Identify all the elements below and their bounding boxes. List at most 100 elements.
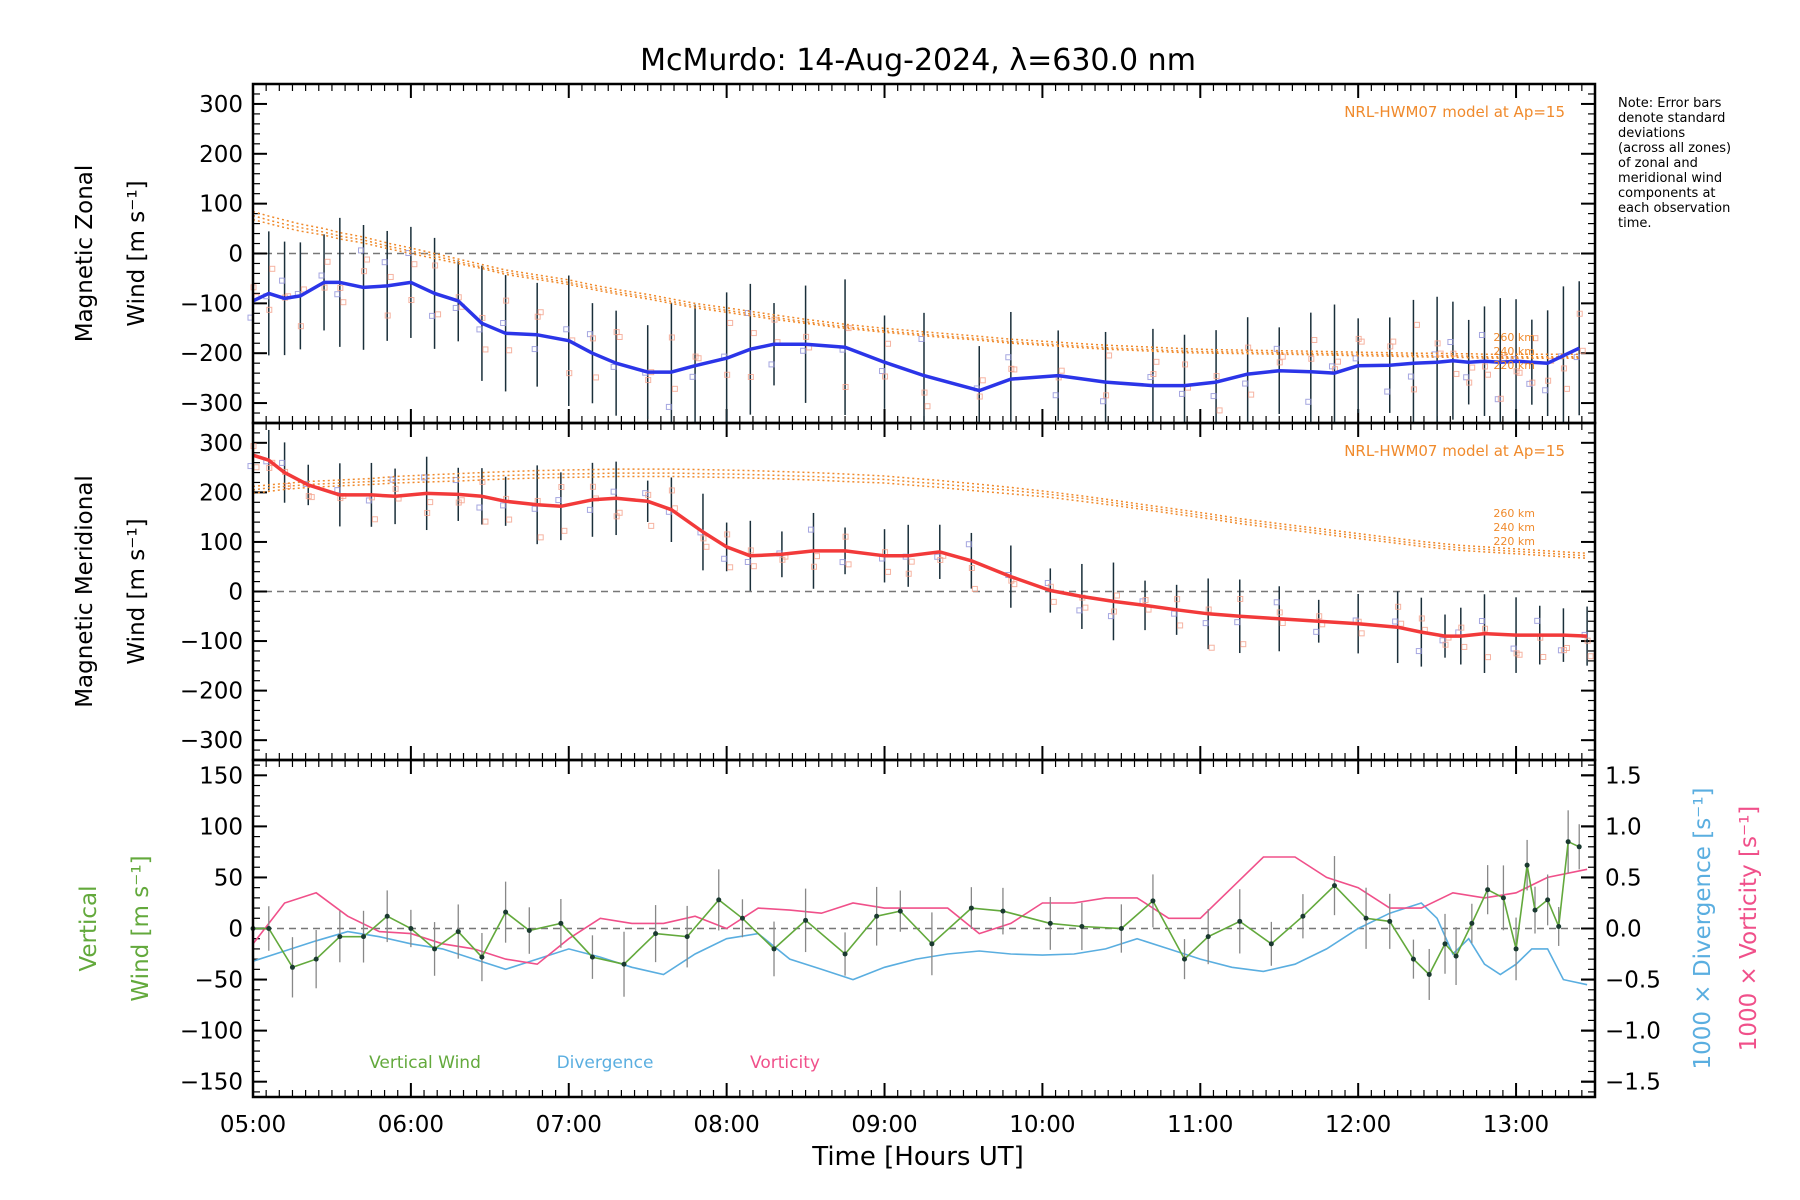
zone-sample-marker — [1437, 350, 1444, 357]
zone-sample-marker — [563, 326, 570, 333]
zone-sample-marker — [1540, 653, 1547, 660]
zone-sample-marker — [971, 585, 978, 592]
meridional-wind-line — [252, 453, 1588, 638]
zone-sample-marker — [1481, 363, 1488, 370]
vertical-wind-point — [1363, 915, 1369, 921]
y2-tick-label: 0.5 — [1605, 865, 1642, 891]
y-tick-label: −200 — [180, 679, 243, 705]
zone-sample-marker — [503, 297, 510, 304]
x-tick-label: 10:00 — [1009, 1112, 1075, 1138]
zone-sample-marker — [1469, 364, 1476, 371]
zone-sample-marker — [1478, 618, 1485, 625]
zone-sample-marker — [1545, 377, 1552, 384]
vertical-wind-point — [929, 941, 935, 947]
zone-sample-marker — [1208, 644, 1215, 651]
zone-sample-marker — [1305, 398, 1312, 405]
zone-sample-marker — [1461, 643, 1468, 650]
zone-sample-marker — [703, 543, 710, 550]
zone-sample-marker — [1542, 387, 1549, 394]
zone-sample-marker — [1216, 407, 1223, 414]
vertical-wind-line — [253, 840, 1580, 976]
zone-sample-marker — [845, 561, 852, 568]
vertical-wind-point — [479, 954, 485, 960]
model-line — [252, 218, 1580, 359]
vertical-wind-point — [589, 954, 595, 960]
zone-sample-marker — [1005, 354, 1012, 361]
legend-item: Vertical Wind — [369, 1053, 481, 1073]
model-altitude-label: 220 km — [1493, 359, 1535, 372]
zone-sample-marker — [1316, 613, 1323, 620]
y-tick-label: −300 — [180, 728, 243, 754]
vertical-wind-point — [1453, 953, 1459, 959]
y-tick-label: −150 — [180, 1070, 243, 1096]
zone-sample-marker — [371, 516, 378, 523]
x-tick-label: 12:00 — [1325, 1112, 1391, 1138]
zone-sample-marker — [337, 284, 344, 291]
zone-sample-marker — [1587, 653, 1594, 660]
vertical-wind-point — [968, 905, 974, 911]
zone-sample-marker — [807, 526, 814, 533]
zone-sample-marker — [452, 477, 459, 484]
vertical-wind-point — [803, 917, 809, 923]
zone-sample-marker — [1106, 352, 1113, 359]
vertical-wind-point — [1300, 913, 1306, 919]
y-tick-label: 100 — [199, 192, 243, 218]
zone-sample-marker — [1563, 385, 1570, 392]
vorticity-line — [252, 856, 1588, 966]
zone-sample-marker — [1584, 637, 1591, 644]
zone-sample-marker — [1415, 648, 1422, 655]
y-tick-label: 0 — [228, 917, 243, 943]
zone-sample-marker — [1210, 393, 1217, 400]
zone-sample-marker — [1011, 581, 1018, 588]
y2-tick-label: 0.0 — [1605, 917, 1642, 943]
zone-sample-marker — [1082, 604, 1089, 611]
zone-sample-marker — [1205, 606, 1212, 613]
panel-meridional: 300 200 100 0 −100 −200 −300 Magnetic Meridiona… — [72, 421, 1597, 762]
y-axis-label: Vertical — [76, 885, 102, 971]
zone-sample-marker — [1311, 336, 1318, 343]
note-line: deviations — [1618, 126, 1686, 141]
vertical-wind-point — [684, 934, 690, 940]
y-tick-label: 300 — [199, 92, 243, 118]
vertical-wind-point — [739, 915, 745, 921]
vertical-wind-point — [842, 951, 848, 957]
y-tick-label: −100 — [180, 291, 243, 317]
zone-sample-marker — [885, 568, 892, 575]
zone-sample-marker — [648, 522, 655, 529]
zone-sample-marker — [750, 563, 757, 570]
note-line: denote standard — [1618, 111, 1726, 126]
zone-sample-marker — [1398, 620, 1405, 627]
zone-sample-marker — [965, 541, 972, 548]
zone-sample-marker — [589, 335, 596, 342]
zone-sample-marker — [668, 487, 675, 494]
y-tick-label: 200 — [199, 480, 243, 506]
zone-sample-marker — [1242, 380, 1249, 387]
zone-sample-marker — [1529, 379, 1536, 386]
zone-sample-marker — [279, 459, 286, 466]
zone-sample-marker — [427, 499, 434, 506]
zone-sample-marker — [1279, 620, 1286, 627]
zone-sample-marker — [1237, 595, 1244, 602]
zone-sample-marker — [839, 559, 846, 566]
zone-sample-marker — [1276, 359, 1283, 366]
zone-sample-marker — [803, 333, 810, 340]
y-axis-label: Wind [m s⁻¹] — [128, 855, 154, 1001]
legend-item: Divergence — [557, 1053, 654, 1073]
vertical-wind-point — [1532, 907, 1538, 913]
vertical-wind-point — [313, 956, 319, 962]
zone-sample-marker — [744, 558, 751, 565]
vertical-wind-point — [1556, 923, 1562, 929]
zone-sample-marker — [458, 497, 465, 504]
zone-sample-marker — [800, 347, 807, 354]
zone-sample-marker — [1532, 335, 1539, 342]
zone-sample-marker — [566, 370, 573, 377]
zone-sample-marker — [610, 488, 617, 495]
zone-sample-marker — [1466, 379, 1473, 386]
zone-sample-marker — [1052, 392, 1059, 399]
zone-sample-marker — [1447, 339, 1454, 346]
vertical-wind-point — [1182, 956, 1188, 962]
zone-sample-marker — [1213, 373, 1220, 380]
divergence-line — [252, 902, 1588, 986]
zone-sample-marker — [506, 516, 513, 523]
